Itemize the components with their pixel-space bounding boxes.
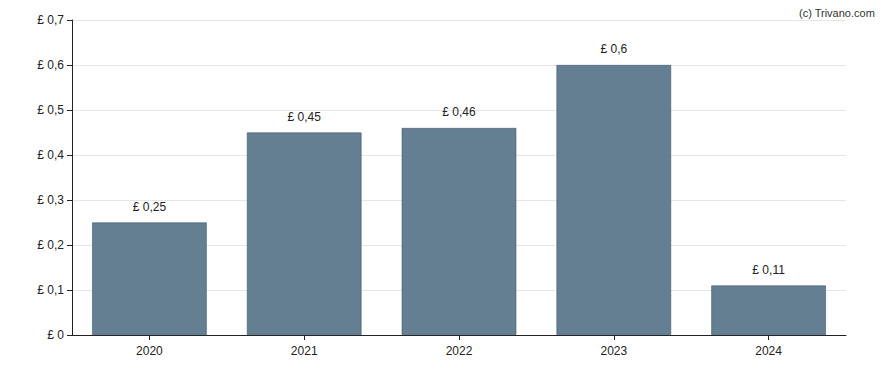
svg-text:£ 0,2: £ 0,2 (37, 238, 64, 252)
svg-text:£ 0,5: £ 0,5 (37, 103, 64, 117)
svg-text:2020: 2020 (136, 344, 163, 358)
svg-text:£ 0,6: £ 0,6 (600, 42, 627, 56)
svg-text:£ 0,7: £ 0,7 (37, 13, 64, 27)
svg-text:2023: 2023 (600, 344, 627, 358)
svg-text:£ 0,1: £ 0,1 (37, 283, 64, 297)
svg-text:2022: 2022 (446, 344, 473, 358)
svg-text:£ 0,3: £ 0,3 (37, 193, 64, 207)
svg-text:2024: 2024 (755, 344, 782, 358)
svg-text:(c) Trivano.com: (c) Trivano.com (799, 7, 875, 19)
svg-text:£ 0,11: £ 0,11 (752, 263, 785, 277)
svg-text:£ 0,25: £ 0,25 (133, 200, 167, 214)
svg-text:£ 0,46: £ 0,46 (442, 105, 476, 119)
svg-text:£ 0: £ 0 (47, 328, 64, 342)
svg-text:£ 0,45: £ 0,45 (288, 110, 322, 124)
svg-text:£ 0,4: £ 0,4 (37, 148, 64, 162)
svg-text:2021: 2021 (291, 344, 318, 358)
svg-text:£ 0,6: £ 0,6 (37, 58, 64, 72)
